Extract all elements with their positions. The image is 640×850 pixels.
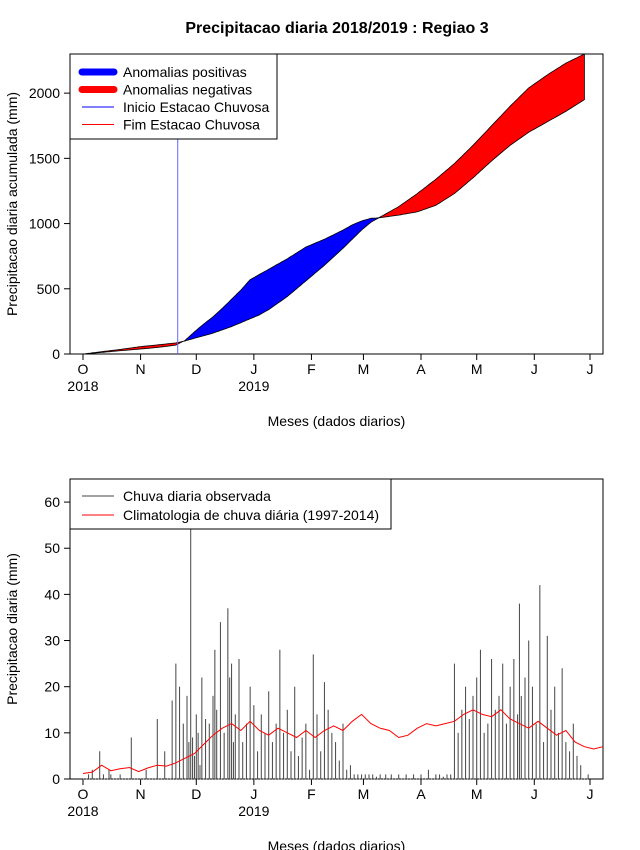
p1-legend-label: Anomalias positivas	[123, 64, 247, 80]
p1-x-tick-label: F	[307, 361, 316, 377]
p2-year-label: 2018	[67, 803, 98, 819]
p2-legend-label: Chuva diaria observada	[123, 488, 271, 504]
p2-legend: Chuva diaria observada Climatologia de ch…	[69, 478, 392, 530]
p2-y-tick-label: 10	[44, 725, 60, 741]
p1-year-label: 2019	[238, 378, 269, 394]
p2-y-axis-label: Precipitacao diaria (mm)	[4, 553, 20, 705]
p1-legend-label: Anomalias negativas	[123, 82, 252, 98]
p2-x-tick-label: N	[136, 786, 146, 802]
p1-x-tick-label: M	[471, 361, 483, 377]
p2-x-tick-label: F	[307, 786, 316, 802]
p1-x-tick-label: O	[78, 361, 89, 377]
p2-y-tick-label: 0	[52, 771, 60, 787]
p2-y-tick-label: 50	[44, 540, 60, 556]
p2-x-tick-label: J	[531, 786, 538, 802]
p1-y-tick-label: 2000	[29, 85, 60, 101]
accumulated-precipitation-panel: 0 500 1000 1500 2000 O N D J F M A M J J 2018 2019 Meses …	[4, 53, 604, 429]
p2-legend-box	[69, 478, 392, 530]
p2-x-tick-label: M	[471, 786, 483, 802]
p1-x-axis-label: Meses (dados diarios)	[268, 413, 406, 429]
p2-x-tick-label: D	[191, 786, 201, 802]
p1-y-tick-label: 0	[52, 346, 60, 362]
p2-x-axis-label: Meses (dados diarios)	[268, 838, 406, 850]
p1-legend: Anomalias positivas Anomalias negativasIn…	[69, 53, 278, 140]
p1-legend-label: Inicio Estacao Chuvosa	[123, 99, 270, 115]
p1-x-tick-label: A	[416, 361, 426, 377]
p1-x-tick-label: N	[136, 361, 146, 377]
p2-year-label: 2019	[238, 803, 269, 819]
p2-x-tick-label: M	[358, 786, 370, 802]
positive-anomaly-area	[180, 217, 379, 343]
climatology-line	[82, 709, 604, 774]
p2-y-tick-label: 20	[44, 679, 60, 695]
p2-x-tick-label: A	[416, 786, 426, 802]
p1-x-tick-label: J	[250, 361, 257, 377]
negative-anomaly-area	[82, 341, 182, 355]
chart-title: Precipitacao diaria 2018/2019 : Regiao 3	[185, 20, 488, 37]
p2-legend-label: Climatologia de chuva diária (1997-2014)	[123, 507, 379, 523]
p2-x-tick-label: J	[250, 786, 257, 802]
p2-y-tick-label: 60	[44, 494, 60, 510]
p1-x-tick-label: J	[587, 361, 594, 377]
p1-y-tick-label: 1500	[29, 150, 60, 166]
p1-x-tick-label: J	[531, 361, 538, 377]
p1-y-tick-label: 500	[37, 281, 61, 297]
p1-plot-frame	[69, 53, 604, 355]
p1-x-tick-label: D	[191, 361, 201, 377]
p1-x-tick-label: M	[358, 361, 370, 377]
negative-anomaly-area	[377, 53, 585, 219]
p2-x-tick-label: O	[78, 786, 89, 802]
p1-y-tick-label: 1000	[29, 216, 60, 232]
p1-y-axis-label: Precipitacao diaria acumulada (mm)	[4, 92, 20, 316]
p2-x-tick-label: J	[587, 786, 594, 802]
p2-y-tick-label: 30	[44, 633, 60, 649]
p2-y-tick-label: 40	[44, 586, 60, 602]
p1-legend-label: Fim Estacao Chuvosa	[123, 117, 260, 133]
p1-year-label: 2018	[67, 378, 98, 394]
daily-precipitation-panel: 0 10 20 30 40 50 60 O N D J F M A M J J 2018 2019 Meses (da…	[4, 478, 604, 850]
